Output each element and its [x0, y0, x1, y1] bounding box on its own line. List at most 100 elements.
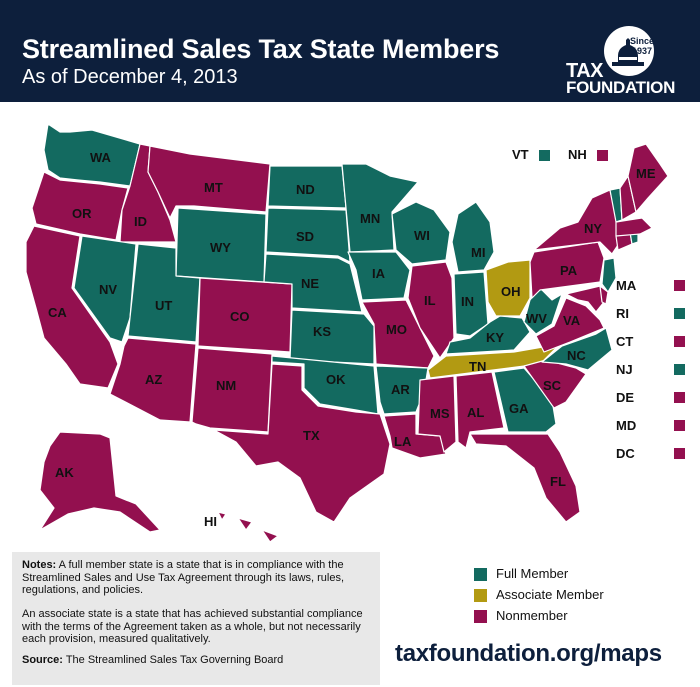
- state-labels: WA OR CA ID NV MT WY UT AZ CO NM ND SD N…: [48, 150, 656, 529]
- label-la: LA: [394, 434, 412, 449]
- state-pa[interactable]: [529, 241, 605, 299]
- key-ct-label: CT: [616, 334, 634, 349]
- state-ky[interactable]: [445, 315, 531, 355]
- state-tx[interactable]: [213, 363, 391, 523]
- label-ne: NE: [301, 276, 319, 291]
- legend-associate-member: Associate Member: [474, 587, 634, 607]
- header: Streamlined Sales Tax State Members As o…: [0, 0, 700, 102]
- state-nc[interactable]: [541, 327, 613, 371]
- state-ks[interactable]: [289, 309, 375, 365]
- state-me[interactable]: [627, 143, 669, 213]
- label-or: OR: [72, 206, 92, 221]
- state-ma[interactable]: [615, 217, 653, 237]
- label-tn: TN: [469, 359, 486, 374]
- legend-full-member: Full Member: [474, 566, 634, 586]
- key-ma-swatch: [674, 280, 685, 291]
- state-il[interactable]: [407, 261, 455, 359]
- state-ca[interactable]: [25, 225, 119, 389]
- source-text: The Streamlined Sales Tax Governing Boar…: [62, 654, 284, 666]
- state-oh[interactable]: [485, 259, 531, 317]
- label-wy: WY: [210, 240, 231, 255]
- state-in[interactable]: [453, 271, 489, 337]
- state-nm[interactable]: [191, 347, 273, 433]
- state-al[interactable]: [455, 371, 505, 449]
- state-ok[interactable]: [271, 355, 379, 415]
- label-ok: OK: [326, 372, 346, 387]
- state-mt[interactable]: [147, 145, 271, 219]
- notes-paragraph-2: An associate state is a state that has a…: [22, 608, 363, 645]
- logo-since-text: Since: [629, 36, 654, 46]
- state-ak[interactable]: [39, 431, 161, 533]
- state-mi[interactable]: [451, 201, 495, 273]
- source-label: Source:: [22, 654, 63, 666]
- label-nd: ND: [296, 182, 315, 197]
- key-vt-label: VT: [512, 147, 529, 162]
- state-de[interactable]: [599, 285, 609, 305]
- label-nm: NM: [216, 378, 236, 393]
- key-ma-label: MA: [616, 278, 637, 293]
- key-md-swatch: [674, 420, 685, 431]
- state-ne[interactable]: [263, 253, 363, 313]
- state-az[interactable]: [109, 337, 197, 423]
- label-pa: PA: [560, 263, 578, 278]
- legend-nonmember-label: Nonmember: [496, 608, 568, 623]
- state-va[interactable]: [535, 297, 605, 353]
- state-ms[interactable]: [417, 375, 457, 453]
- label-id: ID: [134, 214, 147, 229]
- key-ri: RI: [616, 306, 686, 326]
- notes-text-1: A full member state is a state that is i…: [22, 559, 345, 596]
- label-oh: OH: [501, 284, 521, 299]
- state-sd[interactable]: [265, 207, 351, 263]
- state-mn[interactable]: [341, 163, 419, 253]
- logo-foundation-text: FOUNDATION: [566, 78, 676, 97]
- key-nj: NJ: [616, 362, 686, 382]
- state-wa[interactable]: [43, 123, 141, 187]
- label-ca: CA: [48, 305, 67, 320]
- key-ri-label: RI: [616, 306, 629, 321]
- notes-box: Notes: A full member state is a state th…: [12, 552, 380, 685]
- key-ri-swatch: [674, 308, 685, 319]
- label-ar: AR: [391, 382, 410, 397]
- state-nv[interactable]: [73, 235, 137, 343]
- label-ia: IA: [372, 266, 386, 281]
- key-dc-label: DC: [616, 446, 635, 461]
- key-de-swatch: [674, 392, 685, 403]
- state-ny[interactable]: [533, 189, 621, 255]
- state-or[interactable]: [31, 171, 129, 241]
- source-url-link[interactable]: taxfoundation.org/maps: [395, 640, 662, 667]
- key-ct: CT: [616, 334, 686, 354]
- state-fl[interactable]: [469, 433, 581, 523]
- key-md-label: MD: [616, 418, 637, 433]
- logo-since: Since 1937: [622, 36, 662, 56]
- state-wi[interactable]: [391, 201, 451, 265]
- label-az: AZ: [145, 372, 162, 387]
- label-ky: KY: [486, 330, 504, 345]
- key-nj-label: NJ: [616, 362, 633, 377]
- label-ga: GA: [509, 401, 529, 416]
- state-la[interactable]: [383, 413, 447, 459]
- state-ar[interactable]: [375, 365, 429, 415]
- label-nv: NV: [99, 282, 117, 297]
- key-nh-label: NH: [568, 147, 587, 162]
- label-sd: SD: [296, 229, 314, 244]
- label-mt: MT: [204, 180, 223, 195]
- label-in: IN: [461, 294, 474, 309]
- label-me: ME: [636, 166, 656, 181]
- label-va: VA: [563, 313, 581, 328]
- state-nj[interactable]: [601, 257, 617, 293]
- legend-nonmember: Nonmember: [474, 608, 634, 628]
- us-map: WA OR CA ID NV MT WY UT AZ CO NM ND SD N…: [25, 123, 669, 542]
- logo-year-text: 1937: [631, 46, 653, 56]
- label-ms: MS: [430, 406, 450, 421]
- label-tx: TX: [303, 428, 320, 443]
- logo-tax-text: TAX: [566, 60, 604, 82]
- label-ut: UT: [155, 298, 172, 313]
- state-ia[interactable]: [347, 251, 411, 301]
- legend-full-member-label: Full Member: [496, 566, 569, 581]
- label-il: IL: [424, 293, 436, 308]
- state-mo[interactable]: [361, 299, 435, 369]
- state-ga[interactable]: [493, 367, 557, 433]
- label-ny: NY: [584, 221, 602, 236]
- state-hi[interactable]: [217, 511, 279, 542]
- key-dc: DC: [616, 446, 686, 466]
